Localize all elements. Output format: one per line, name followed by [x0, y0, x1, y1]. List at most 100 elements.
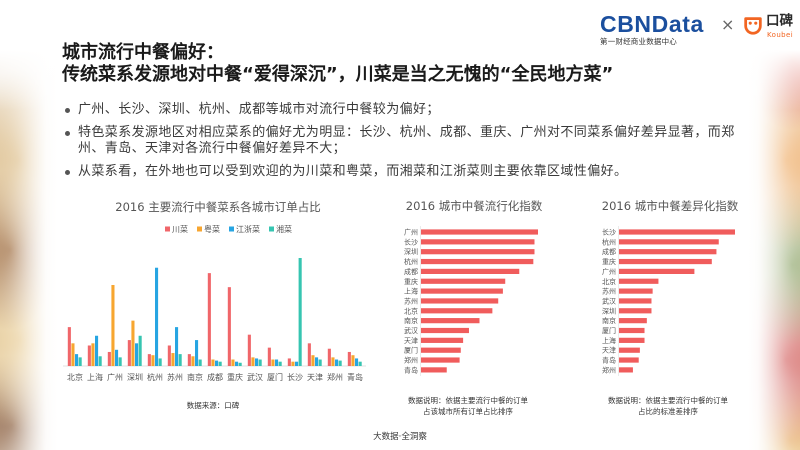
bar-city-12-series-0	[307, 343, 311, 366]
chart-popularity-index: 2016 城市中餐流行化指数广州长沙深圳杭州成都重庆上海苏州北京南京武汉天津厦门…	[404, 199, 543, 416]
y-tick-label: 厦门	[404, 346, 418, 355]
bar-city-8-series-0	[227, 287, 231, 366]
koubei-logo-icon	[744, 17, 762, 35]
bar-row-7	[619, 298, 652, 304]
bar-city-10-series-2	[275, 359, 279, 366]
bar-row-13	[421, 357, 460, 363]
y-tick-label: 武汉	[404, 326, 418, 335]
y-tick-label: 武汉	[602, 296, 616, 305]
bar-city-8-series-3	[238, 362, 242, 366]
bar-row-3	[421, 258, 534, 265]
bar-city-6-series-0	[187, 354, 191, 366]
bar-city-6-series-3	[198, 359, 202, 366]
bar-city-6-series-1	[191, 356, 195, 366]
bar-city-1-series-1	[91, 343, 95, 366]
bar-city-3-series-1	[131, 320, 135, 366]
bullet-list: 广州、长沙、深圳、杭州、成都等城市对流行中餐较为偏好； 特色菜系发源地区对相应菜…	[62, 102, 738, 187]
bar-city-9-series-0	[247, 334, 251, 366]
legend-swatch	[165, 226, 170, 232]
bar-row-6	[421, 288, 503, 294]
bar-city-3-series-3	[138, 335, 142, 366]
bar-row-11	[421, 337, 464, 343]
y-tick-label: 重庆	[404, 277, 418, 286]
bar-row-1	[619, 239, 719, 245]
y-tick-label: 长沙	[404, 237, 418, 246]
bar-row-13	[619, 357, 639, 363]
page-title-line-1: 城市流行中餐偏好：	[62, 42, 224, 63]
bar-city-14-series-3	[358, 361, 362, 366]
chart-title: 2016 城市中餐差异化指数	[602, 199, 739, 213]
bar-city-2-series-2	[115, 349, 119, 366]
bar-city-3-series-0	[127, 340, 131, 366]
y-tick-label: 南京	[602, 316, 616, 325]
cbndata-logo-subtitle: 第一财经商业数据中心	[600, 37, 677, 46]
bar-city-1-series-0	[87, 345, 91, 366]
white-panel-top	[0, 0, 800, 110]
x-tick-label: 成都	[207, 372, 223, 382]
legend-label: 粤菜	[204, 224, 220, 234]
x-tick-label: 杭州	[147, 372, 163, 382]
legend-item: 湘菜	[269, 224, 292, 234]
bullet-item: 从菜系看，在外地也可以受到欢迎的为川菜和粤菜，而湘菜和江浙菜则主要依靠区域性偏好…	[62, 164, 738, 180]
bar-row-9	[619, 318, 647, 324]
bullet-text: 特色菜系发源地区对相应菜系的偏好尤为明显：长沙、杭州、成都、重庆、广州对不同菜系…	[78, 125, 735, 156]
y-tick-label: 长沙	[602, 228, 616, 237]
legend-swatch	[197, 226, 202, 232]
bar-row-4	[619, 268, 695, 274]
bullet-item: 广州、长沙、深圳、杭州、成都等城市对流行中餐较为偏好；	[62, 102, 738, 118]
bar-city-9-series-2	[255, 358, 259, 366]
bar-city-8-series-1	[231, 359, 235, 366]
bar-row-8	[619, 308, 652, 314]
page-title: 城市流行中餐偏好： 传统菜系发源地对中餐“爱得深沉”，川菜是当之无愧的“全民地方…	[62, 42, 613, 86]
chart-difference-index: 2016 城市中餐差异化指数长沙杭州成都重庆广州北京苏州武汉深圳南京厦门上海天津…	[602, 199, 739, 416]
bar-city-13-series-1	[331, 357, 335, 366]
x-tick-label: 长沙	[287, 372, 303, 382]
y-tick-label: 杭州	[404, 257, 418, 266]
bar-city-10-series-1	[271, 359, 275, 366]
bar-city-5-series-1	[171, 353, 175, 366]
y-tick-label: 上海	[602, 336, 616, 345]
x-tick-label: 武汉	[247, 372, 263, 382]
y-tick-label: 天津	[404, 337, 418, 345]
bar-city-14-series-0	[347, 351, 351, 366]
chart-note-line: 占比的标准差排序	[638, 406, 698, 416]
bar-row-5	[421, 278, 506, 284]
cbndata-logo-data: Data	[651, 11, 704, 37]
bar-city-7-series-3	[218, 361, 222, 366]
bar-city-13-series-2	[335, 359, 339, 366]
x-tick-label: 深圳	[127, 372, 143, 382]
bar-row-14	[421, 367, 447, 373]
legend-item: 江浙菜	[229, 224, 260, 234]
bar-row-12	[421, 347, 461, 353]
legend-label: 江浙菜	[236, 224, 260, 234]
bar-city-0-series-0	[67, 327, 71, 366]
bar-city-5-series-3	[178, 354, 182, 366]
bar-row-14	[619, 367, 633, 373]
x-tick-label: 上海	[87, 372, 103, 382]
bar-city-10-series-0	[267, 347, 271, 366]
bar-row-3	[619, 258, 712, 265]
legend-item: 川菜	[165, 224, 188, 234]
x-tick-label: 广州	[107, 372, 123, 382]
bar-city-12-series-1	[311, 355, 315, 366]
bar-city-11-series-0	[287, 358, 291, 366]
bar-row-2	[421, 249, 535, 255]
bar-city-4-series-2	[155, 267, 159, 366]
legend-item: 粤菜	[197, 224, 220, 234]
bar-city-12-series-2	[315, 357, 319, 366]
y-tick-label: 厦门	[602, 326, 616, 335]
y-tick-label: 成都	[602, 247, 616, 256]
cbndata-logo-cbn: CBN	[600, 11, 652, 37]
x-tick-label: 南京	[187, 372, 203, 382]
y-tick-label: 深圳	[602, 306, 616, 315]
bar-city-10-series-3	[278, 361, 282, 366]
bullet-text: 广州、长沙、深圳、杭州、成都等城市对流行中餐较为偏好；	[78, 102, 440, 117]
bar-row-11	[619, 337, 645, 343]
bar-city-6-series-2	[195, 340, 199, 366]
y-tick-label: 成都	[404, 267, 418, 276]
bar-row-9	[421, 318, 480, 324]
bar-city-7-series-2	[215, 360, 219, 366]
bullet-dot-icon	[65, 131, 70, 136]
y-tick-label: 郑州	[602, 366, 616, 374]
